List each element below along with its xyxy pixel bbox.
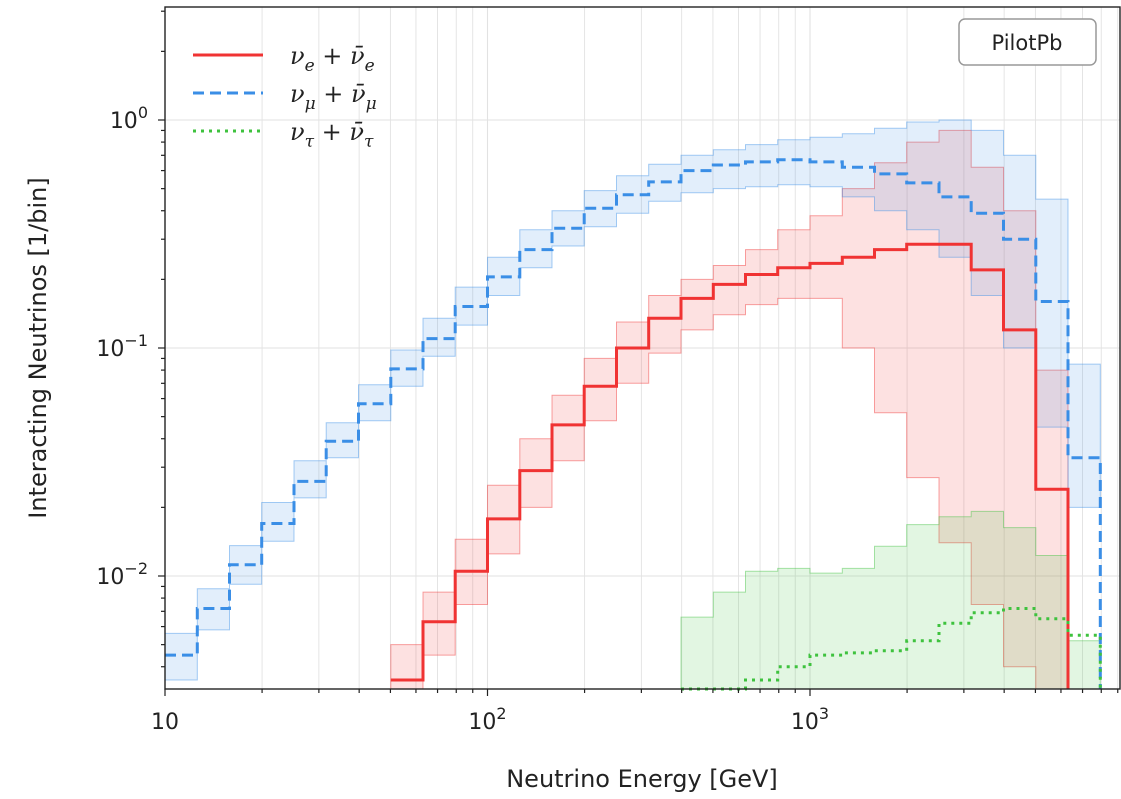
x-tick-label: 10 xyxy=(151,710,179,735)
x-tick-label: 102 xyxy=(468,704,506,735)
y-tick-label: 100 xyxy=(110,103,148,134)
series-lines xyxy=(165,158,1102,691)
line-series-1 xyxy=(165,158,1102,689)
line-series-0 xyxy=(390,242,1070,689)
y-axis-title: Interacting Neutrinos [1/bin] xyxy=(24,177,52,518)
uncertainty-bands xyxy=(164,119,1101,690)
legend-label-2: ντ + ν̄τ xyxy=(290,118,374,152)
tag-box: PilotPb xyxy=(958,18,1097,66)
tag-label: PilotPb xyxy=(992,31,1063,55)
y-tick-label: 10−1 xyxy=(96,331,148,362)
legend-label-1: νμ + ν̄μ xyxy=(290,80,377,114)
axis-ticks xyxy=(158,10,1119,696)
legend-label-0: νe + ν̄e xyxy=(290,42,375,76)
tick-labels: 10 102 103 100 10−1 10−2 xyxy=(96,103,829,735)
legend: νe + ν̄e νμ + ν̄μ ντ + ν̄τ xyxy=(193,42,377,152)
y-tick-label: 10−2 xyxy=(96,559,148,590)
x-tick-label: 103 xyxy=(791,704,829,735)
x-axis-title: Neutrino Energy [GeV] xyxy=(506,765,778,793)
